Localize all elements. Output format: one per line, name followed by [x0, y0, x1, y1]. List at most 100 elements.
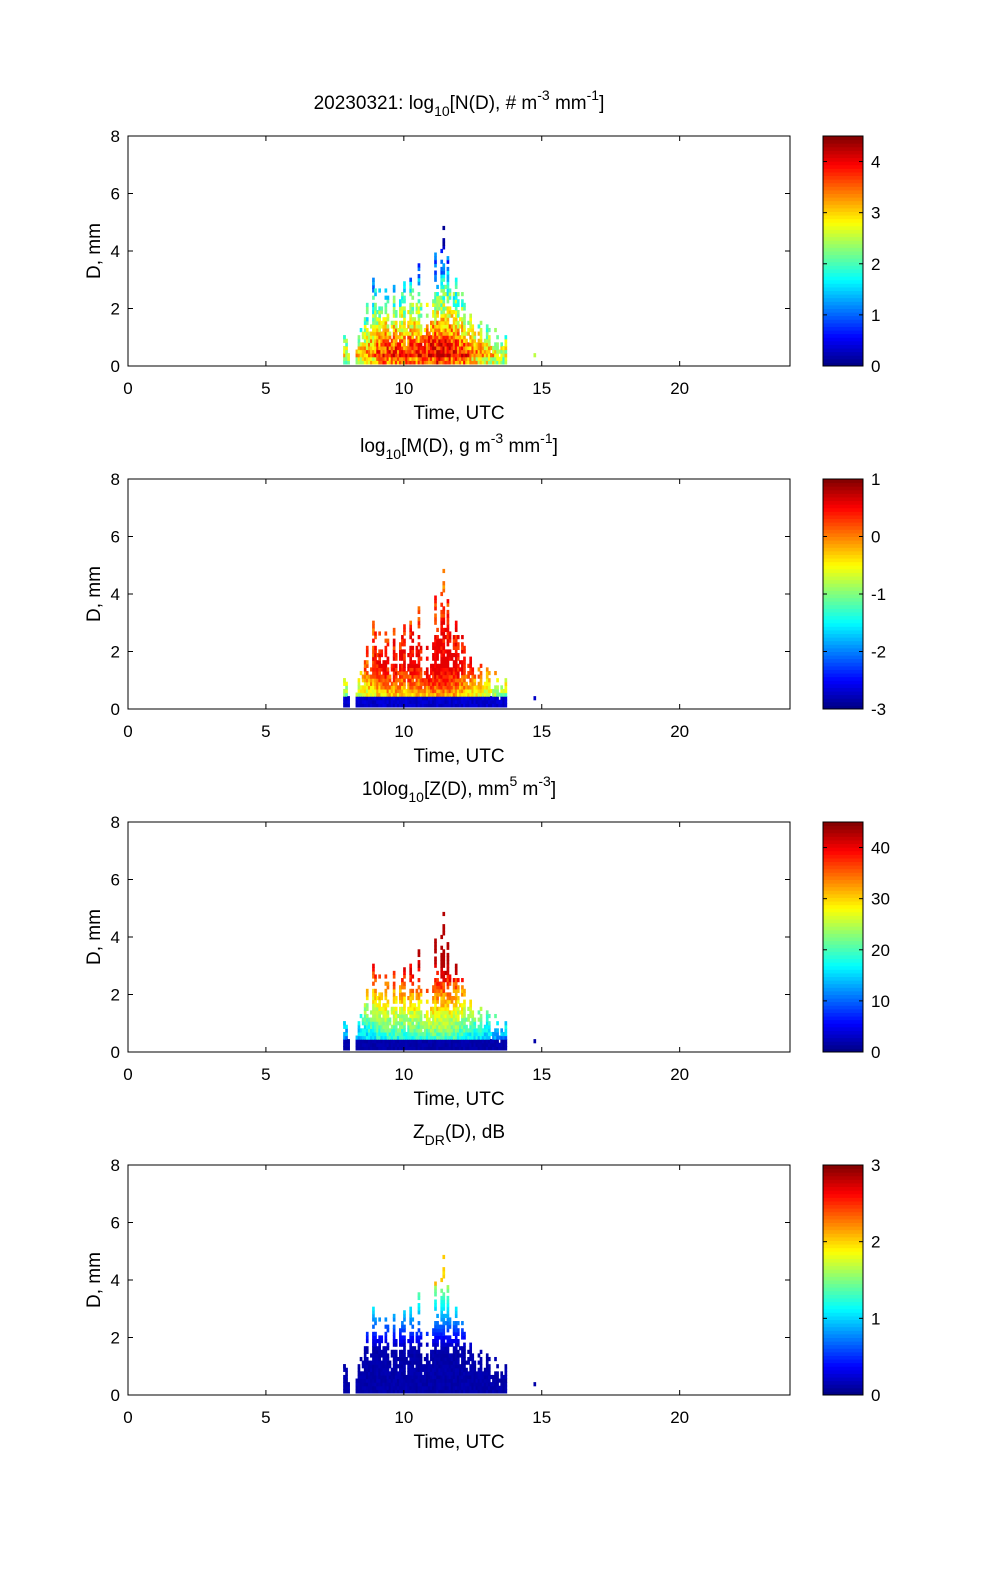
heatmap-cell [459, 1035, 462, 1040]
heatmap-cell [467, 688, 470, 694]
heatmap-cell [446, 978, 450, 983]
heatmap-cell [365, 688, 369, 694]
heatmap-cell [430, 1371, 433, 1376]
heatmap-cell [471, 696, 475, 701]
heatmap-cell [407, 349, 410, 354]
heatmap-cell [430, 699, 433, 704]
heatmap-cell [394, 667, 398, 672]
heatmap-cell [396, 335, 400, 340]
heatmap-cell [452, 324, 456, 329]
heatmap-cell [442, 345, 446, 351]
heatmap-cell [372, 1389, 375, 1394]
heatmap-cell [415, 1042, 419, 1047]
heatmap-cell [500, 1385, 504, 1390]
colorbar-segment [823, 919, 863, 924]
heatmap-cell [450, 345, 454, 351]
heatmap-cell [417, 335, 421, 340]
colorbar-segment [823, 1190, 863, 1195]
heatmap-cell [444, 292, 448, 297]
heatmap-cell [430, 1046, 433, 1051]
heatmap-cell [419, 1017, 423, 1022]
heatmap-cell [440, 248, 444, 254]
heatmap-cell [423, 345, 427, 351]
heatmap-cell [401, 1021, 404, 1026]
colorbar-segment [823, 139, 863, 144]
y-axis-label: D, mm [84, 566, 105, 622]
heatmap-cell [372, 1335, 375, 1340]
heatmap-cell [427, 699, 431, 704]
heatmap-cell [434, 256, 437, 261]
heatmap-cell [374, 306, 377, 311]
heatmap-cell [407, 1031, 410, 1037]
heatmap-cell [409, 1003, 413, 1008]
heatmap-cell [448, 1389, 452, 1394]
heatmap-cell [459, 1031, 462, 1037]
heatmap-cell [456, 349, 460, 354]
x-tick-label: 20 [670, 1408, 689, 1427]
heatmap-cell [446, 1367, 450, 1372]
heatmap-cell [361, 1039, 365, 1044]
heatmap-cell [427, 1017, 431, 1022]
heatmap-cell [396, 360, 400, 365]
heatmap-cell [434, 649, 437, 654]
heatmap-cell [401, 688, 404, 694]
heatmap-cell [446, 599, 450, 604]
heatmap-cell [386, 1353, 390, 1358]
colorbar-segment [823, 308, 863, 313]
heatmap-cell [442, 999, 446, 1004]
heatmap-cell [407, 1353, 410, 1358]
heatmap-cell [378, 670, 381, 676]
heatmap-cell [413, 1035, 417, 1040]
heatmap-cell [365, 1389, 369, 1394]
heatmap-cell [378, 1010, 381, 1015]
heatmap-cell [436, 1342, 439, 1347]
heatmap-cell [448, 360, 452, 365]
heatmap-cell [365, 1046, 369, 1051]
colorbar-segment [823, 983, 863, 988]
heatmap-cell [432, 324, 435, 329]
heatmap-cell [419, 656, 423, 661]
heatmap-cell [504, 349, 508, 354]
heatmap-cell [399, 331, 402, 336]
heatmap-cell [446, 942, 450, 947]
heatmap-cell [370, 685, 373, 690]
heatmap-cell [417, 360, 421, 365]
heatmap-cell [533, 696, 537, 701]
colorbar-segment [823, 1387, 863, 1392]
heatmap-cell [479, 1364, 483, 1369]
heatmap-cell [450, 674, 454, 679]
heatmap-cell [390, 1039, 394, 1044]
heatmap-cell [471, 324, 475, 329]
heatmap-cell [384, 1035, 388, 1040]
heatmap-cell [440, 685, 444, 690]
heatmap-cell [434, 1339, 437, 1344]
heatmap-cell [471, 688, 475, 694]
heatmap-cell [374, 685, 377, 690]
heatmap-cell [432, 302, 435, 307]
heatmap-cell [427, 338, 431, 343]
heatmap-cell [456, 988, 460, 993]
heatmap-cell [374, 667, 377, 672]
heatmap-cell [467, 1039, 470, 1044]
heatmap-cell [434, 692, 437, 697]
heatmap-cell [421, 353, 425, 358]
heatmap-cell [399, 685, 402, 690]
heatmap-cell [440, 688, 444, 694]
heatmap-cell [461, 1385, 464, 1390]
heatmap-cell [372, 1324, 375, 1329]
heatmap-cell [343, 1031, 346, 1037]
heatmap-cell [417, 1028, 421, 1033]
colorbar-segment [823, 532, 863, 537]
heatmap-cell [490, 1031, 493, 1037]
heatmap-cell [382, 338, 386, 343]
heatmap-cell [444, 331, 448, 336]
heatmap-cell [367, 360, 371, 365]
heatmap-cell [388, 353, 392, 358]
heatmap-cell [448, 353, 452, 358]
heatmap-cell [372, 660, 375, 665]
x-tick-label: 5 [261, 1408, 270, 1427]
heatmap-cell [436, 663, 439, 668]
heatmap-cell [415, 1006, 419, 1011]
heatmap-cell [461, 1039, 464, 1044]
heatmap-cell [442, 1382, 446, 1387]
